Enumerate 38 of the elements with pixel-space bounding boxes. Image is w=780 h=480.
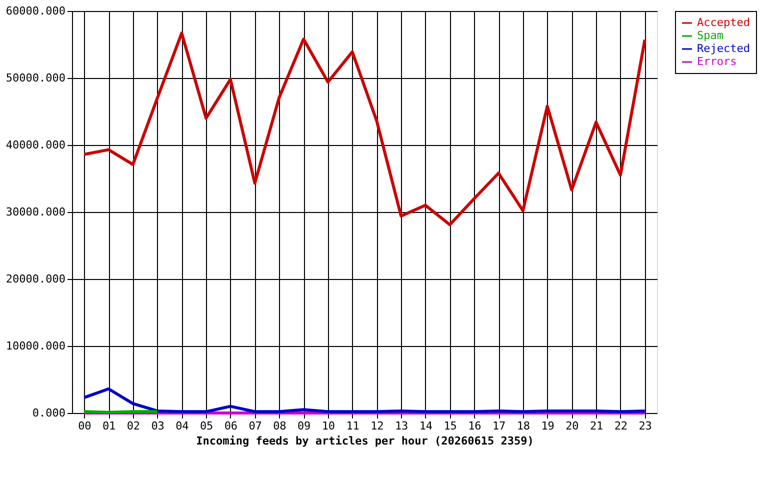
x-tick-label: 20 [566,420,579,432]
x-tick-label: 21 [590,420,604,432]
legend-label: Spam [697,29,724,42]
legend-label: Rejected [697,42,750,55]
y-tick-label: 20000.000 [6,272,66,286]
x-tick-label: 12 [370,420,384,432]
x-tick-label: 10 [322,420,336,432]
y-tick-label: 30000.000 [6,206,66,218]
x-tick-label: 07 [248,420,262,432]
x-tick-label: 05 [200,420,214,432]
legend-label: Accepted [697,16,750,29]
x-tick-label: 03 [151,420,164,432]
x-tick-label: 18 [516,420,530,432]
legend-label: Errors [697,55,737,68]
x-tick-label: 08 [273,420,286,432]
x-tick-label: 22 [614,420,628,432]
line-series [82,32,646,226]
x-tick-label: 11 [346,420,360,432]
y-tick-label: 40000.000 [6,138,66,152]
x-tick-label: 16 [468,420,482,432]
x-tick-label: 13 [394,420,408,432]
y-tick-label: 0.000 [32,406,66,420]
x-tick-label: 04 [176,420,190,432]
x-tick-label: 14 [419,420,433,432]
x-tick-label: 00 [78,420,92,432]
x-tick-label: 01 [102,420,116,432]
y-tick-label: 50000.000 [6,72,66,84]
x-tick-label: 15 [444,420,457,432]
x-axis-title: Incoming feeds by articles per hour (20260615 2359) [196,434,534,448]
x-tick-label: 06 [224,420,238,432]
x-tick-label: 02 [126,420,140,432]
x-tick-label: 09 [297,420,311,432]
y-tick-label: 10000.000 [6,340,66,352]
x-tick-label: 23 [638,420,652,432]
x-tick-label: 19 [541,420,554,432]
x-tick-label: 17 [492,420,506,432]
y-tick-label: 60000.000 [6,4,66,18]
line-series [82,387,646,414]
